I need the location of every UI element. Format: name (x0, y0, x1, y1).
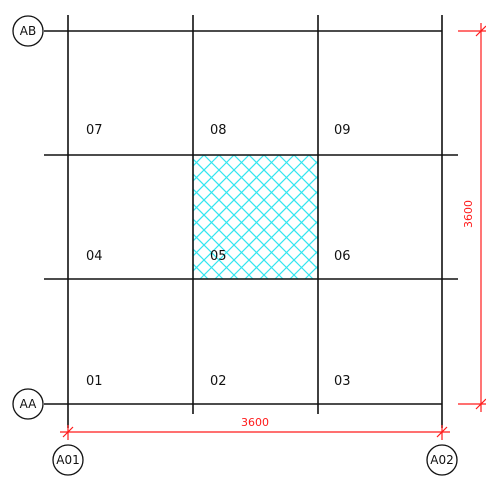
cell-label-05: 05 (210, 249, 227, 264)
hatch-line (193, 218, 254, 279)
cell-label-02: 02 (210, 374, 227, 389)
cell-label-03: 03 (334, 374, 351, 389)
hatch-pattern (0, 155, 486, 279)
hatch-line (193, 155, 265, 227)
axis-label-aa: AA (20, 397, 38, 411)
hatch-line (0, 155, 99, 279)
dimension-tick-v-top (475, 25, 486, 37)
hatch-line (354, 155, 478, 279)
hatch-line (193, 263, 209, 279)
dimension-value-horizontal: 3600 (241, 416, 269, 429)
axis-bubble-a01[interactable]: A01 (52, 444, 84, 476)
hatch-line (65, 155, 189, 279)
hatch-line (193, 248, 224, 279)
hatch-line (429, 155, 486, 279)
cell-label-04: 04 (86, 249, 103, 264)
axis-bubble-a02[interactable]: A02 (426, 444, 458, 476)
cell-label-01: 01 (86, 374, 103, 389)
hatch-line (274, 235, 318, 279)
hatch-line (304, 265, 318, 279)
hatch-line (248, 155, 318, 225)
hatch-line (339, 155, 463, 279)
hatch-line (214, 175, 318, 279)
hatch-line (193, 155, 295, 257)
hatch-line (193, 188, 284, 279)
hatch-line (289, 250, 318, 279)
hatch-line (308, 155, 318, 165)
hatch-line (233, 155, 318, 240)
hatch-line (193, 233, 239, 279)
dimension-tick-v-bottom (475, 398, 486, 410)
hatch-line (193, 155, 250, 212)
dimension-vertical[interactable]: 3600 (458, 23, 486, 412)
cell-label-08: 08 (210, 123, 227, 138)
axis-label-a01: A01 (56, 453, 79, 467)
hatch-line (229, 190, 318, 279)
hatch-line (203, 155, 318, 270)
hatch-line (263, 155, 318, 210)
cell-label-09: 09 (334, 123, 351, 138)
hatch-line (259, 220, 318, 279)
hatch-line (293, 155, 318, 180)
axis-bubble-aa[interactable]: AA (12, 388, 44, 420)
hatch-line (5, 155, 129, 279)
hatch-line (193, 155, 220, 182)
hatch-line (218, 155, 318, 255)
hatch-line (199, 160, 318, 279)
hatch-line (193, 173, 299, 279)
hatch-line (193, 158, 314, 279)
hatch-line (0, 155, 69, 279)
hatch-line (193, 155, 280, 242)
hatch-line (193, 155, 310, 272)
hatch-line (244, 205, 318, 279)
hatch-line (278, 155, 318, 195)
cell-label-07: 07 (86, 123, 103, 138)
hatch-line (0, 155, 84, 279)
cell-label-06: 06 (334, 249, 351, 264)
axis-bubble-ab[interactable]: AB (12, 15, 44, 47)
hatch-line (193, 155, 235, 197)
dimension-horizontal[interactable]: 3600 (60, 416, 450, 440)
axis-label-ab: AB (20, 24, 36, 38)
hatch-line (414, 155, 486, 279)
hatch-line (20, 155, 144, 279)
hatch-line (193, 203, 269, 279)
axis-label-a02: A02 (430, 453, 453, 467)
dimension-value-vertical: 3600 (462, 200, 475, 228)
